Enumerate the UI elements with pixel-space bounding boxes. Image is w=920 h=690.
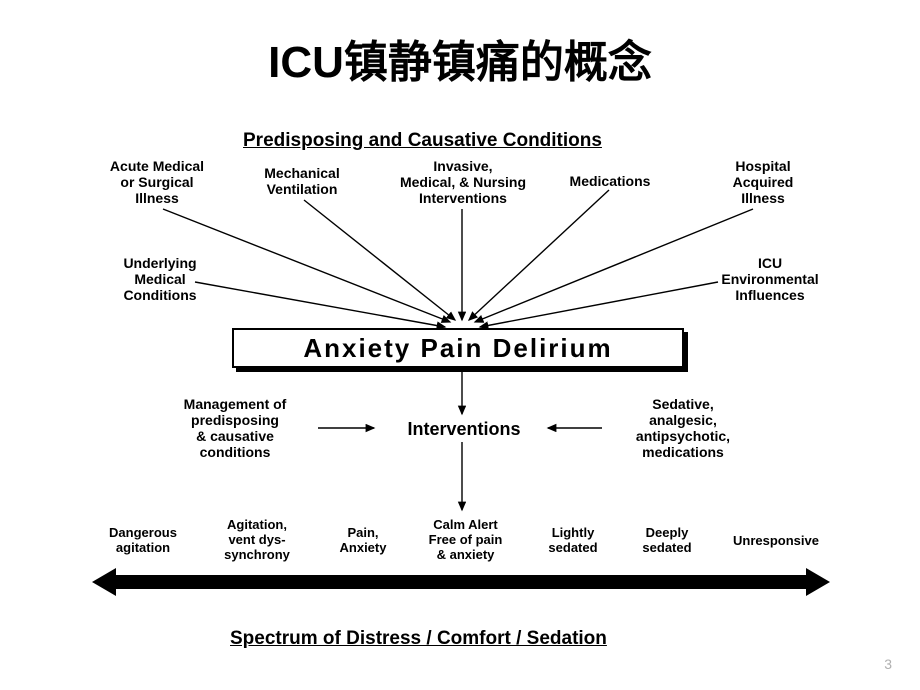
spectrum-item-1: Agitation, vent dys- synchrony: [202, 518, 312, 563]
cause-label-mechvent: Mechanical Ventilation: [242, 165, 362, 197]
spectrum-item-5: Deeply sedated: [622, 526, 712, 556]
spectrum-item-4: Lightly sedated: [528, 526, 618, 556]
causes-heading: Predisposing and Causative Conditions: [243, 130, 602, 152]
spectrum-item-6: Unresponsive: [716, 534, 836, 549]
spectrum-item-3: Calm Alert Free of pain & anxiety: [408, 518, 523, 563]
spectrum-item-0: Dangerous agitation: [88, 526, 198, 556]
slide-title: ICU镇静镇痛的概念: [0, 26, 920, 90]
cause-label-acute: Acute Medical or Surgical Illness: [92, 158, 222, 206]
cause-label-medications: Medications: [555, 173, 665, 189]
spectrum-heading: Spectrum of Distress / Comfort / Sedatio…: [230, 628, 607, 650]
cause-label-hospital: Hospital Acquired Illness: [708, 158, 818, 206]
spectrum-item-2: Pain, Anxiety: [318, 526, 408, 556]
interventions-right-text: Sedative, analgesic, antipsychotic, medi…: [608, 396, 758, 460]
page-number: 3: [884, 656, 892, 672]
interventions-left-text: Management of predisposing & causative c…: [155, 396, 315, 460]
center-state-box: Anxiety Pain Delirium: [232, 328, 684, 368]
cause-label-invasive: Invasive, Medical, & Nursing Interventio…: [388, 158, 538, 206]
cause-label-envinfl: ICU Environmental Influences: [705, 255, 835, 303]
interventions-label: Interventions: [384, 419, 544, 440]
cause-label-underlying: Underlying Medical Conditions: [100, 255, 220, 303]
